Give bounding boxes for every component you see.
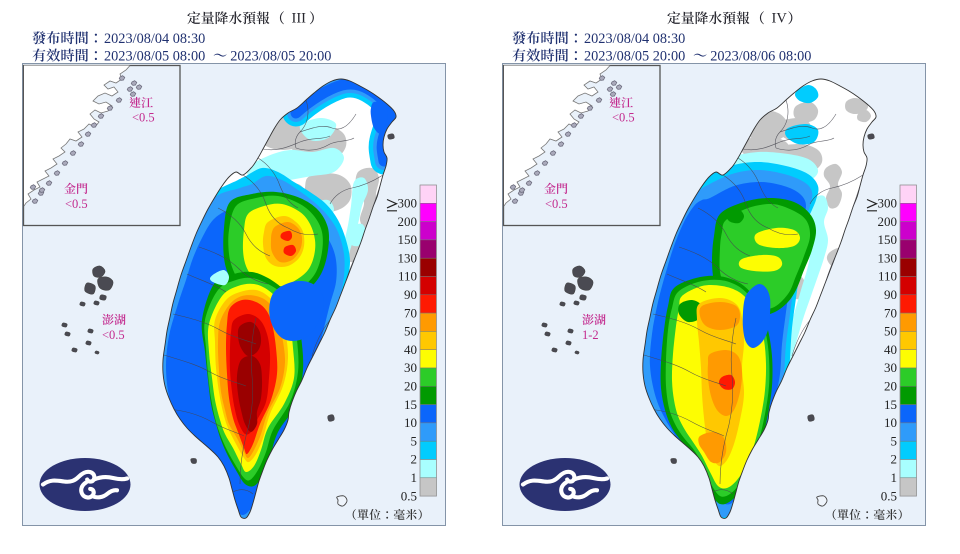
svg-text:2023/08/05 08:00: 2023/08/05 08:00 [104, 49, 205, 65]
svg-text:200: 200 [878, 214, 898, 229]
svg-text:<0.5: <0.5 [65, 197, 88, 211]
svg-text:2023/08/05 20:00: 2023/08/05 20:00 [584, 49, 685, 65]
svg-text:50: 50 [884, 324, 897, 339]
svg-text:90: 90 [884, 287, 897, 302]
svg-text:2: 2 [891, 452, 898, 467]
svg-text:20: 20 [884, 379, 897, 394]
svg-text:90: 90 [404, 287, 417, 302]
svg-text:70: 70 [404, 305, 417, 320]
svg-text:<0.5: <0.5 [545, 197, 568, 211]
svg-text:0.5: 0.5 [401, 488, 417, 503]
svg-text:0.5: 0.5 [881, 488, 897, 503]
svg-text:110: 110 [398, 269, 417, 284]
svg-text:300: 300 [878, 196, 898, 211]
svg-text:110: 110 [878, 269, 897, 284]
svg-text:2023/08/05 20:00: 2023/08/05 20:00 [230, 49, 331, 65]
svg-text:10: 10 [404, 415, 417, 430]
svg-text:40: 40 [404, 342, 417, 357]
svg-text:50: 50 [404, 324, 417, 339]
svg-text:300: 300 [398, 196, 418, 211]
svg-text:5: 5 [411, 433, 418, 448]
svg-text:130: 130 [398, 250, 418, 265]
svg-text:<0.5: <0.5 [132, 111, 155, 125]
svg-text:70: 70 [884, 305, 897, 320]
svg-text:<0.5: <0.5 [102, 328, 125, 342]
svg-text:130: 130 [878, 250, 898, 265]
svg-text:1-2: 1-2 [582, 328, 599, 342]
svg-text:15: 15 [404, 397, 417, 412]
svg-text:1: 1 [891, 470, 898, 485]
svg-text:150: 150 [398, 232, 418, 247]
svg-text:<0.5: <0.5 [612, 111, 635, 125]
svg-text:15: 15 [884, 397, 897, 412]
svg-text:200: 200 [398, 214, 418, 229]
svg-text:2023/08/04 08:30: 2023/08/04 08:30 [104, 31, 205, 47]
svg-text:2023/08/04 08:30: 2023/08/04 08:30 [584, 31, 685, 47]
svg-text:10: 10 [884, 415, 897, 430]
svg-text:2023/08/06 08:00: 2023/08/06 08:00 [710, 49, 811, 65]
svg-text:III: III [292, 11, 307, 27]
svg-text:5: 5 [891, 433, 898, 448]
svg-text:20: 20 [404, 379, 417, 394]
svg-text:30: 30 [884, 360, 897, 375]
svg-text:30: 30 [404, 360, 417, 375]
svg-text:40: 40 [884, 342, 897, 357]
svg-text:150: 150 [878, 232, 898, 247]
svg-text:IV: IV [772, 11, 788, 27]
svg-text:1: 1 [411, 470, 418, 485]
svg-text:2: 2 [411, 452, 418, 467]
